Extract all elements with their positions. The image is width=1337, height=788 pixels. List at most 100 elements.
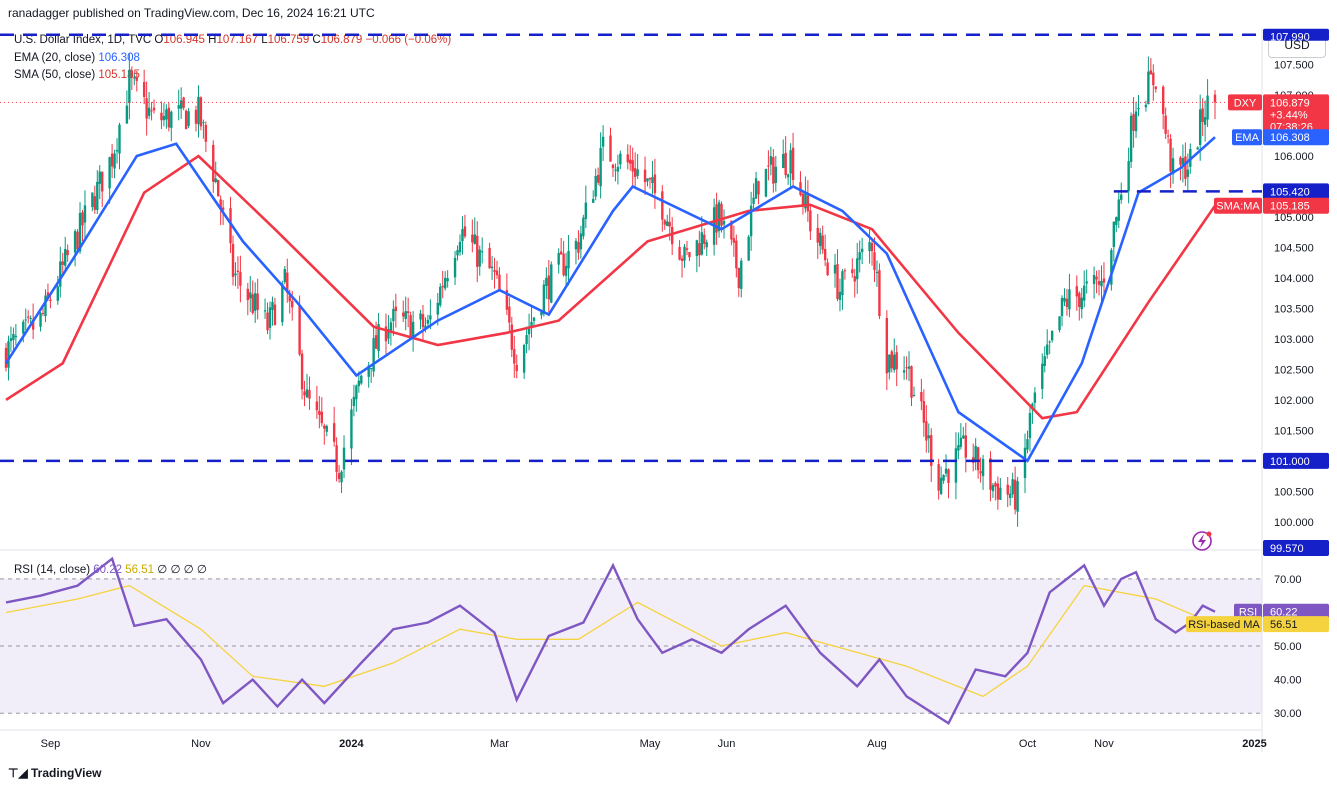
candle-body xyxy=(1009,493,1012,499)
candle-body xyxy=(199,97,203,127)
candle-body xyxy=(1028,413,1032,439)
candle-body xyxy=(1058,316,1061,331)
candle-body xyxy=(300,353,304,390)
price-tick-label: 100.500 xyxy=(1274,486,1314,498)
candle-body xyxy=(249,292,252,299)
candle-body xyxy=(661,191,664,220)
candle-body xyxy=(806,195,810,212)
candle-body xyxy=(14,335,18,338)
candle-body xyxy=(522,345,526,373)
candle-body xyxy=(964,435,967,458)
candle-body xyxy=(920,392,923,402)
candle-body xyxy=(453,257,457,278)
change-value: −0.066 (−0.06%) xyxy=(365,34,452,46)
candle-body xyxy=(688,252,691,258)
candle-body xyxy=(27,316,30,318)
candle-body xyxy=(273,304,277,326)
candle-body xyxy=(78,212,82,252)
candle-body xyxy=(56,286,60,301)
candle-body xyxy=(281,283,284,323)
sma-line xyxy=(5,154,1217,420)
candle-body xyxy=(1117,199,1120,221)
candle-body xyxy=(651,177,654,184)
candle-body xyxy=(1083,285,1086,301)
candle-body xyxy=(542,284,546,315)
candle-body xyxy=(239,272,242,286)
symbol-legend[interactable]: U.S. Dollar Index, 1D, TVC O106.945 H107… xyxy=(14,34,451,46)
candle-body xyxy=(774,166,778,183)
candle-body xyxy=(838,291,842,301)
candle-body xyxy=(564,265,568,276)
candle-body xyxy=(357,380,361,387)
candle-body xyxy=(298,305,301,355)
candle-body xyxy=(471,234,474,243)
lower-support-badge: 101.000 xyxy=(1263,452,1329,469)
candle-body xyxy=(525,335,528,345)
candle-body xyxy=(1166,135,1170,137)
candle-body xyxy=(893,354,896,370)
price-tick-label: 103.500 xyxy=(1274,303,1314,315)
candle-body xyxy=(668,221,671,227)
ema-legend-label: EMA (20, close) xyxy=(14,52,96,64)
low-label: L xyxy=(261,34,268,46)
candle-body xyxy=(505,290,509,310)
candle-body xyxy=(878,270,881,317)
candle-body xyxy=(698,243,701,256)
candle-body xyxy=(720,203,723,226)
top-price-badge: 107.990 xyxy=(1263,28,1329,44)
candle-body xyxy=(633,168,637,177)
candle-body xyxy=(118,124,121,154)
time-tick-label: Oct xyxy=(1019,738,1036,750)
candle-body xyxy=(996,483,1000,500)
candle-body xyxy=(592,198,595,203)
price-tick-label: 103.000 xyxy=(1274,334,1314,346)
candle-body xyxy=(957,445,960,451)
bottom-price-badge-bg xyxy=(1263,540,1329,556)
candle-body xyxy=(1147,71,1150,105)
candle-body xyxy=(732,238,736,243)
high-label: H xyxy=(208,34,217,46)
candle-body xyxy=(907,366,911,369)
candle-body xyxy=(384,326,388,342)
candle-body xyxy=(473,234,476,244)
candle-body xyxy=(611,164,615,169)
published-header: ranadagger published on TradingView.com,… xyxy=(8,6,375,20)
candle-body xyxy=(1095,276,1098,280)
candle-body xyxy=(1068,289,1071,310)
candle-body xyxy=(96,181,99,210)
candle-body xyxy=(4,348,8,368)
candle-body xyxy=(1179,157,1182,165)
candle-body xyxy=(332,423,336,442)
candle-body xyxy=(653,174,657,194)
price-tick-label: 104.500 xyxy=(1274,242,1314,254)
ema-line xyxy=(4,136,1216,463)
candle-body xyxy=(1206,95,1209,120)
price-tick-label: 101.500 xyxy=(1274,425,1314,437)
candle-body xyxy=(767,165,770,167)
candle-body xyxy=(128,70,131,104)
candle-body xyxy=(782,154,785,168)
candle-body xyxy=(1198,109,1202,146)
candle-body xyxy=(402,312,405,317)
candle-body xyxy=(419,313,422,320)
high-value: 107.167 xyxy=(216,34,259,46)
tradingview-brand[interactable]: ⊤◢ TradingView xyxy=(8,766,101,780)
candle-body xyxy=(1046,344,1049,355)
candle-body xyxy=(510,324,514,350)
candle-body xyxy=(1026,439,1029,450)
candle-body xyxy=(443,277,447,289)
ema-tag-bg xyxy=(1232,129,1262,146)
last-price-badge-text: +3.44% xyxy=(1270,109,1308,121)
candle-body xyxy=(1092,275,1096,285)
candle-body xyxy=(194,109,198,124)
candle-body xyxy=(135,76,138,81)
candle-body xyxy=(722,220,726,225)
candle-body xyxy=(145,98,148,119)
candle-body xyxy=(905,367,908,369)
candle-body xyxy=(902,370,906,373)
candle-body xyxy=(214,178,217,183)
candle-body xyxy=(49,299,52,302)
candle-body xyxy=(636,169,639,176)
candle-body xyxy=(999,487,1002,500)
